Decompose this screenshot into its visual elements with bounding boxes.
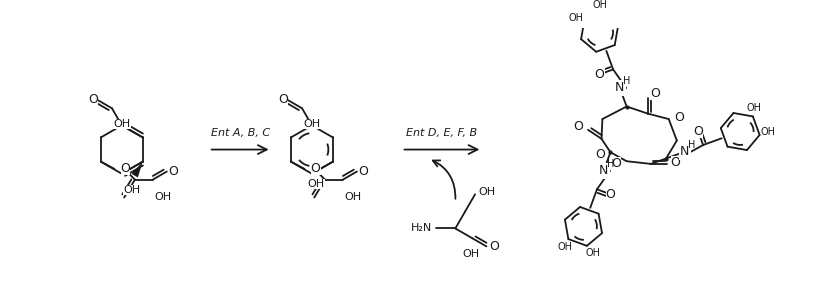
Text: O: O [574,120,583,133]
Text: H: H [608,158,614,168]
Text: O: O [693,125,703,138]
Text: O: O [671,156,681,168]
Text: O: O [674,111,684,124]
Polygon shape [132,162,143,177]
Text: OH: OH [344,192,362,202]
FancyArrowPatch shape [432,161,456,199]
Text: OH: OH [760,127,775,137]
Text: O: O [359,165,369,178]
Text: N: N [599,164,608,177]
Text: OH: OH [593,0,608,9]
Text: O: O [168,165,178,178]
Text: OH: OH [114,119,131,129]
Text: OH: OH [154,192,172,202]
Text: N: N [680,145,689,158]
Text: O: O [489,240,499,253]
Text: OH: OH [304,119,321,129]
Text: OH: OH [558,243,573,253]
Text: O: O [650,87,660,101]
Text: O: O [120,162,130,175]
Text: OH: OH [569,13,583,23]
Text: OH: OH [585,248,600,258]
Text: H₂N: H₂N [411,223,432,233]
Text: Ent A, B, C: Ent A, B, C [211,128,270,138]
Text: OH: OH [462,249,479,259]
Text: O: O [278,93,288,106]
Text: H: H [688,140,696,150]
Text: O: O [595,68,604,81]
Text: OH: OH [124,185,140,195]
Text: OH: OH [479,188,496,198]
Text: H: H [623,76,631,86]
Text: O: O [606,188,615,201]
Text: Ent D, E, F, B: Ent D, E, F, B [407,128,477,138]
Text: O: O [595,148,605,161]
Text: OH: OH [747,103,762,113]
Text: O: O [310,162,320,175]
Text: OH: OH [308,179,325,189]
Text: O: O [612,156,621,170]
Text: N: N [615,81,624,94]
Text: O: O [88,93,98,106]
